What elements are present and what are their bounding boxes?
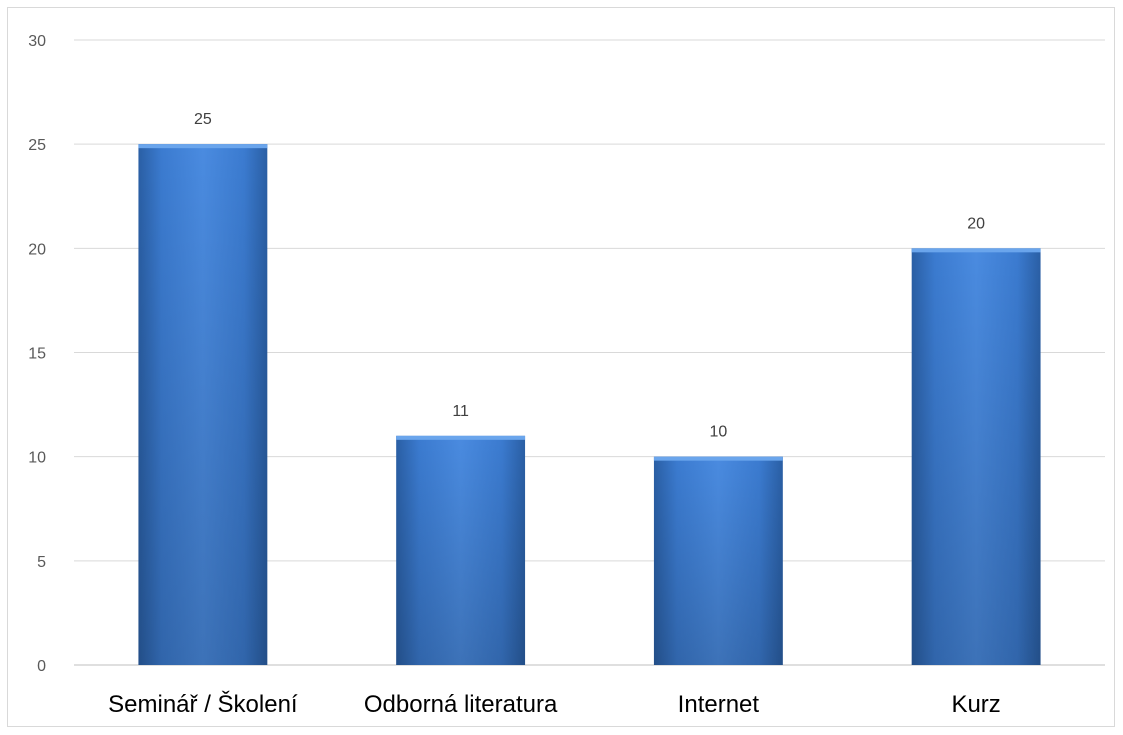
data-label: 11 xyxy=(452,403,469,420)
bar-shade xyxy=(138,144,268,665)
bar-top-edge xyxy=(138,144,268,149)
y-tick-label: 5 xyxy=(37,554,46,571)
x-axis: Seminář / Školení Odborná literatura Inter… xyxy=(108,690,1001,718)
bar-shade xyxy=(653,456,783,665)
y-tick-label: 0 xyxy=(37,658,46,675)
data-label: 25 xyxy=(194,111,212,128)
bar-shade xyxy=(396,435,526,665)
bar-top-edge xyxy=(653,456,783,461)
x-tick-label: Internet xyxy=(678,691,760,718)
x-tick-label: Kurz xyxy=(951,691,1000,718)
bar-top-edge xyxy=(396,435,526,440)
bar-top-edge xyxy=(911,248,1041,253)
y-tick-label: 10 xyxy=(28,450,46,467)
data-label: 20 xyxy=(967,215,985,232)
bars xyxy=(138,144,1041,666)
y-tick-label: 25 xyxy=(28,137,46,154)
bar-shade xyxy=(911,248,1041,666)
y-tick-label: 15 xyxy=(28,346,46,363)
data-labels: 25 11 10 20 xyxy=(194,111,985,441)
data-label: 10 xyxy=(709,424,727,441)
y-axis: 0 5 10 15 20 25 30 xyxy=(28,33,46,675)
x-tick-label: Seminář / Školení xyxy=(108,690,298,718)
y-tick-label: 20 xyxy=(28,241,46,258)
x-tick-label: Odborná literatura xyxy=(364,691,558,718)
y-tick-label: 30 xyxy=(28,33,46,50)
